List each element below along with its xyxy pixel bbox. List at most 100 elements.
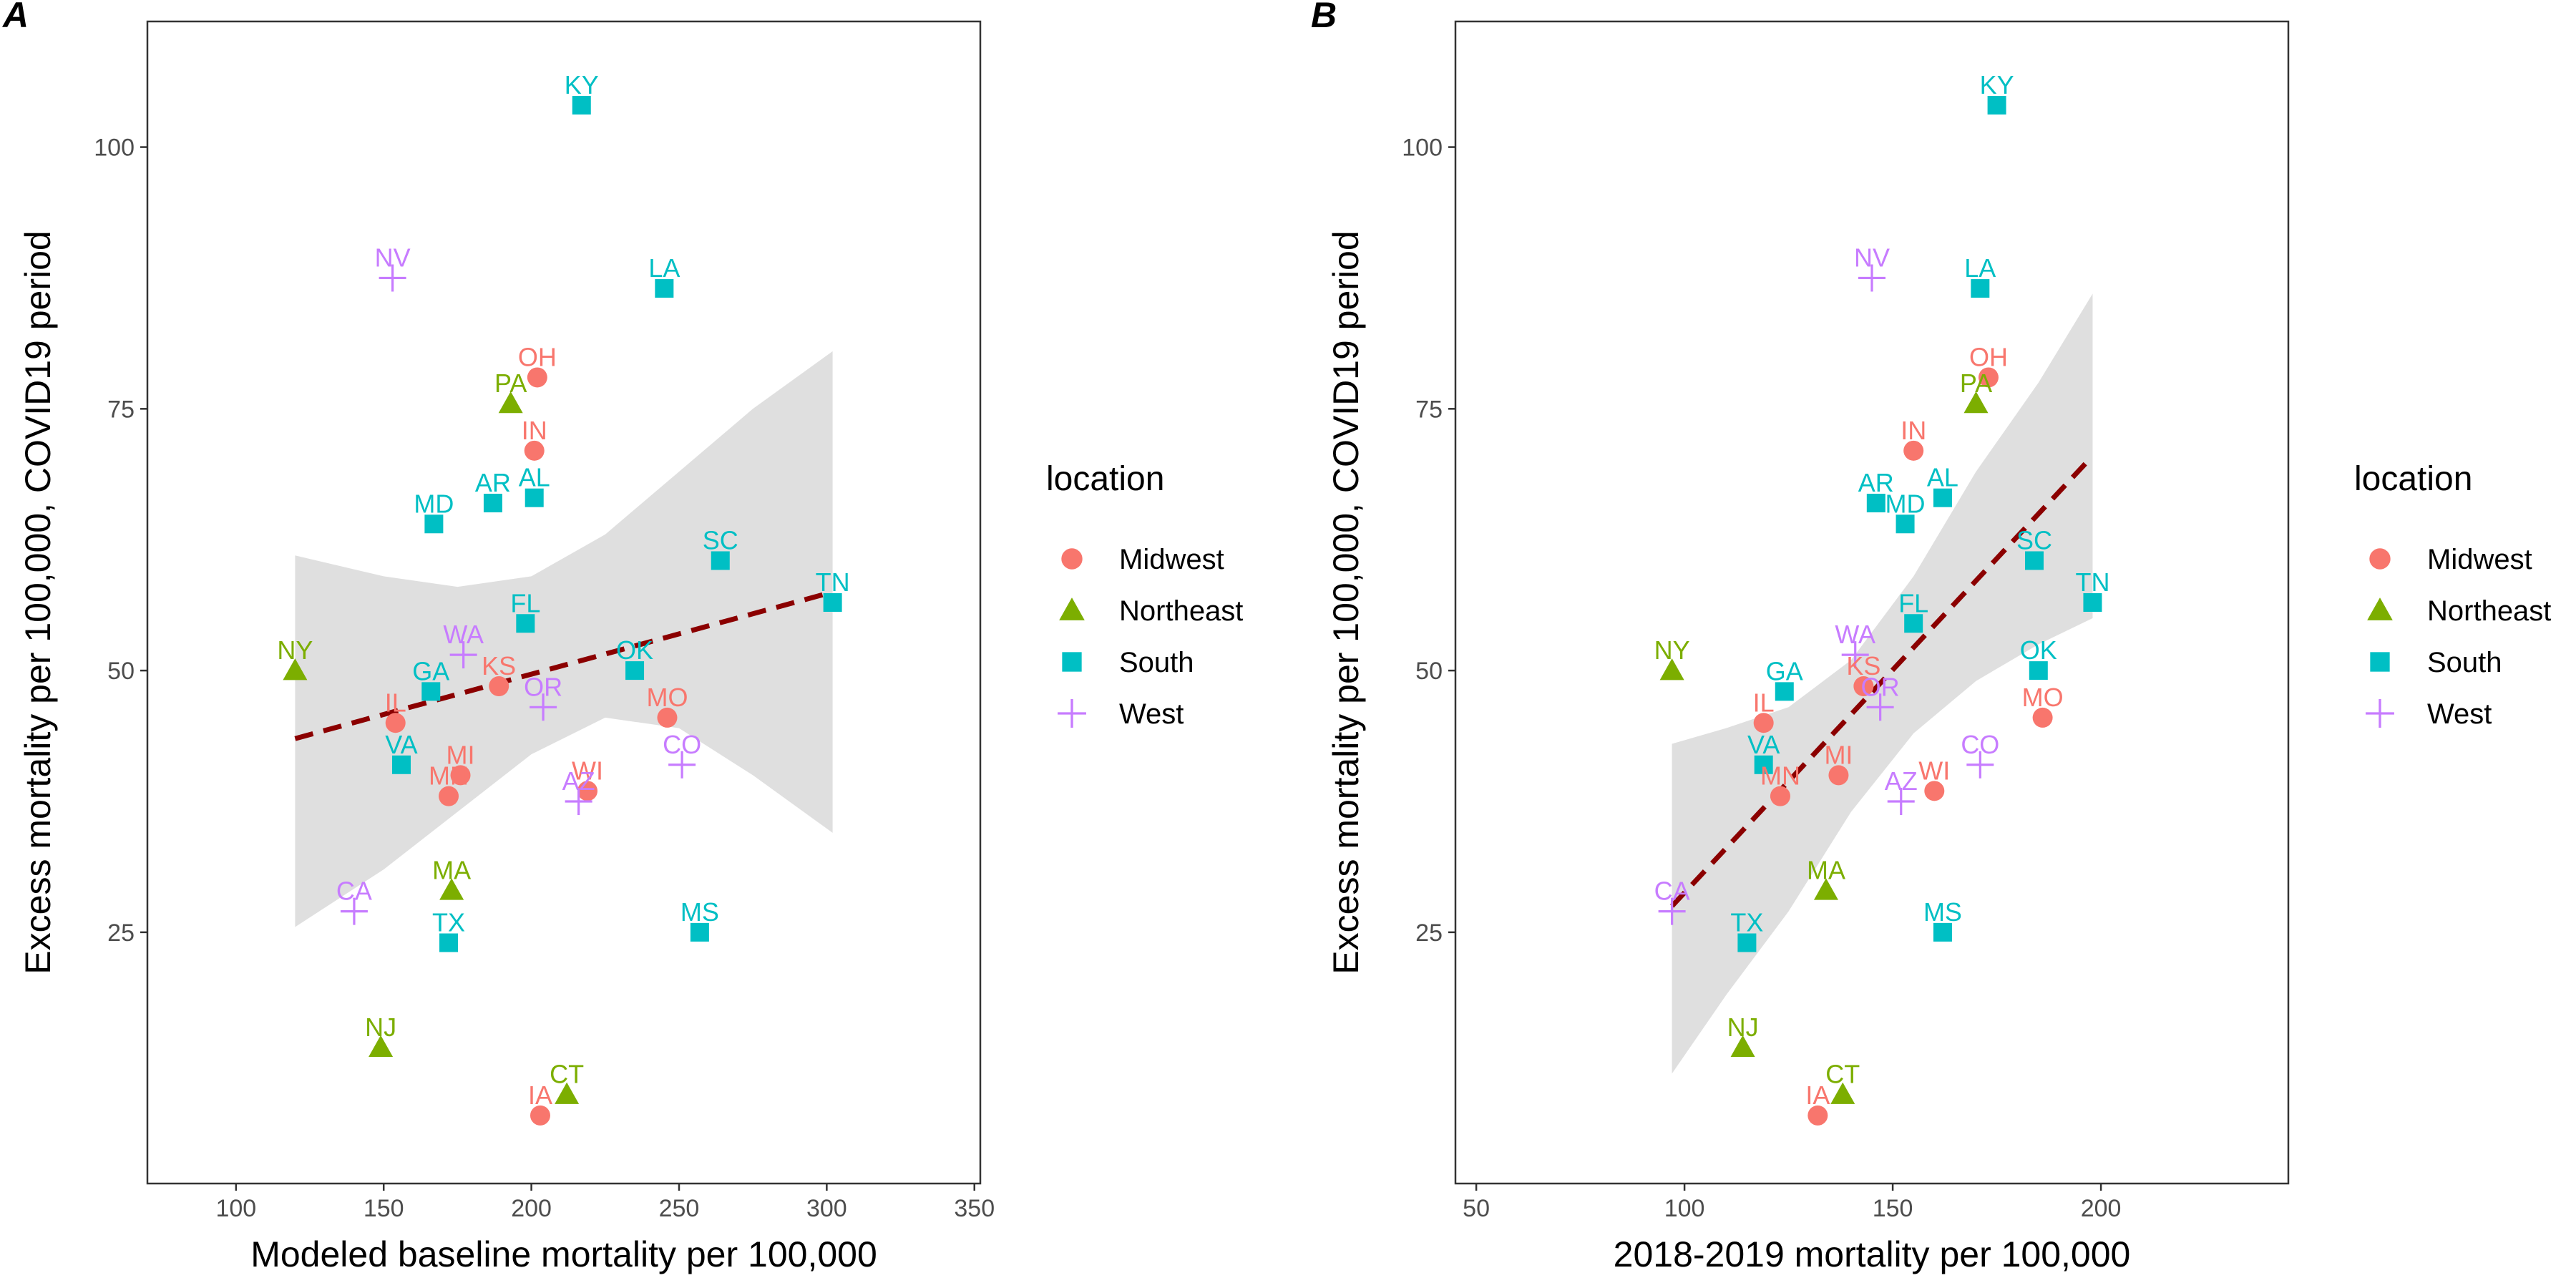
panel-a-point-label-md: MD — [414, 489, 454, 518]
panel-a-point-mi: MI — [447, 740, 475, 786]
panel-b-y-ticks: 25 50 75 100 — [1402, 135, 1455, 947]
panel-a-x-tick-label: 150 — [364, 1195, 404, 1222]
panel-a-point-label-oh: OH — [518, 342, 557, 371]
panel-a-point-label-ct: CT — [550, 1060, 584, 1089]
marker-plus-icon — [530, 693, 557, 721]
marker-triangle-icon — [1659, 658, 1684, 680]
panel-a-point-ga: GA — [412, 656, 449, 701]
marker-square-icon — [2024, 551, 2044, 570]
panel-b-point-mo: MO — [2022, 683, 2064, 728]
panel-b-point-label-ga: GA — [1766, 656, 1803, 686]
panel-a-y-tick-label: 25 — [107, 919, 135, 947]
panel-a-point-label-ny: NY — [277, 635, 313, 665]
marker-circle-icon — [657, 707, 678, 728]
marker-plus-icon — [1966, 751, 1994, 779]
panel-b-y-tick-label: 50 — [1415, 658, 1443, 685]
panel-b-point-ia: IA — [1805, 1080, 1830, 1126]
panel-a-point-label-az: AZ — [562, 766, 595, 796]
panel-b-legend: location Midwest Northeast South West — [2354, 460, 2551, 730]
marker-plus-icon — [1866, 693, 1894, 721]
marker-square-icon — [525, 488, 544, 507]
panel-a-x-tick-label: 250 — [659, 1195, 700, 1222]
marker-square-icon — [2083, 593, 2102, 612]
panel-b-point-or: OR — [1861, 672, 1900, 721]
panel-b-point-ar: AR — [1858, 468, 1894, 513]
panel-a-point-label-ar: AR — [475, 468, 511, 497]
panel-b-point-wi: WI — [1918, 756, 1950, 801]
panel-b-point-label-co: CO — [1961, 730, 1999, 759]
panel-a-y-tick-label: 100 — [94, 135, 135, 162]
panel-a-point-wi: WI — [572, 756, 603, 801]
marker-square-icon — [572, 96, 591, 115]
panel-b-point-nj: NJ — [1727, 1013, 1759, 1058]
panel-a-point-ar: AR — [475, 468, 511, 513]
panel-a-point-label-la: LA — [648, 253, 680, 283]
panel-a-plot-frame — [146, 20, 982, 1185]
panel-b-point-nv: NV — [1854, 243, 1890, 292]
marker-circle-icon — [1753, 713, 1774, 733]
panel-b-point-la: LA — [1964, 253, 1996, 298]
panel-b-point-label-ok: OK — [2020, 635, 2057, 665]
panel-b-point-label-tn: TN — [2075, 567, 2109, 597]
panel-b-point-tx: TX — [1730, 907, 1763, 952]
panel-a-point-label-ca: CA — [336, 877, 372, 906]
panel-b-point-label-ca: CA — [1654, 877, 1690, 906]
panel-a-point-oh: OH — [518, 342, 557, 388]
panel-a-y-axis-title: Excess mortality per 100,000, COVID19 pe… — [18, 230, 58, 974]
panel-a-point-label-mo: MO — [646, 683, 688, 712]
marker-plus-icon — [340, 897, 368, 925]
marker-triangle-icon — [555, 1082, 580, 1104]
panel-b-x-tick-label: 50 — [1463, 1195, 1490, 1222]
panel-b-point-mi: MI — [1824, 740, 1853, 786]
panel-b-point-label-nv: NV — [1854, 243, 1890, 272]
panel-a-y-tick-label: 75 — [107, 396, 135, 423]
marker-plus-icon — [1887, 787, 1915, 815]
marker-triangle-icon — [369, 1035, 394, 1058]
legend-square-icon — [1062, 652, 1082, 672]
panel-a-point-label-ky: KY — [565, 70, 599, 99]
panel-a-point-il: IL — [385, 688, 406, 733]
marker-square-icon — [1933, 922, 1952, 942]
legend-triangle-icon — [1059, 597, 1085, 620]
panel-a-point-label-wi: WI — [572, 756, 603, 785]
marker-circle-icon — [1770, 786, 1790, 806]
panel-b-y-tick-label: 75 — [1415, 396, 1443, 423]
panel-b-point-label-al: AL — [1927, 463, 1958, 492]
marker-square-icon — [823, 593, 842, 612]
panel-b-point-label-mi: MI — [1824, 740, 1853, 769]
marker-square-icon — [1933, 488, 1952, 507]
marker-circle-icon — [439, 786, 459, 806]
panel-a-legend-label-west: West — [1119, 698, 1184, 730]
panel-a-point-label-il: IL — [385, 688, 406, 717]
panel-a-point-label-co: CO — [663, 730, 701, 759]
marker-plus-icon — [1858, 264, 1885, 292]
panel-b-y-axis-title: Excess mortality per 100,000, COVID19 pe… — [1326, 230, 1366, 974]
panel-a-trend-line-path — [294, 589, 834, 741]
panel-b-point-label-sc: SC — [2016, 525, 2052, 555]
panel-b-y-tick-label: 25 — [1415, 919, 1443, 947]
panel-b-point-ma: MA — [1807, 855, 1845, 900]
marker-square-icon — [1866, 494, 1885, 513]
panel-a-x-tick-label: 200 — [511, 1195, 552, 1222]
panel-b-point-label-in: IN — [1901, 416, 1926, 445]
panel-a-x-tick-label: 100 — [215, 1195, 256, 1222]
panel-a-point-or: OR — [524, 672, 562, 721]
panel-a-confidence-band-area — [295, 351, 833, 927]
marker-circle-icon — [524, 440, 545, 461]
panel-a-point-pa: PA — [494, 369, 527, 414]
panel-a-point-wa: WA — [443, 620, 484, 669]
panel-a-point-ct: CT — [550, 1060, 584, 1104]
panel-a-legend-item-northeast: Northeast — [1059, 595, 1243, 627]
panel-a-point-mn: MN — [429, 761, 469, 806]
panel-b-point-label-fl: FL — [1898, 588, 1928, 618]
legend-plus-icon — [1058, 699, 1086, 728]
marker-triangle-icon — [283, 658, 308, 680]
marker-circle-icon — [1828, 765, 1849, 786]
marker-triangle-icon — [1830, 1082, 1855, 1104]
panel-b-legend-label-midwest: Midwest — [2427, 544, 2532, 575]
panel-a-point-label-mn: MN — [429, 761, 469, 791]
panel-b-point-in: IN — [1901, 416, 1926, 461]
panel-b-legend-item-midwest: Midwest — [2369, 544, 2532, 575]
